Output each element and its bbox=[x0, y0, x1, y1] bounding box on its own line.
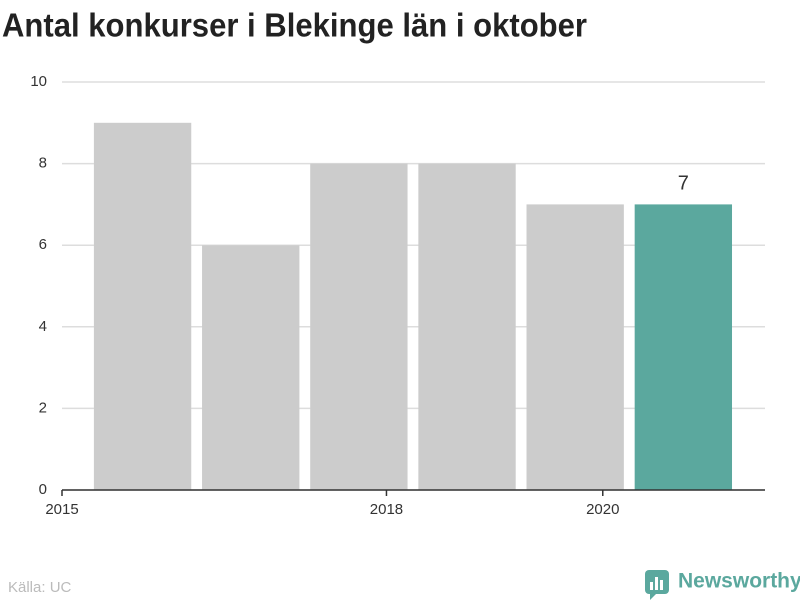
y-tick-label: 2 bbox=[39, 399, 47, 416]
bar bbox=[310, 163, 408, 490]
bar bbox=[634, 204, 733, 490]
source: Källa: UC bbox=[8, 579, 72, 596]
bar bbox=[526, 204, 624, 490]
y-tick-label: 6 bbox=[39, 236, 47, 253]
value-label: 7 bbox=[678, 173, 689, 195]
bar bbox=[93, 122, 192, 491]
chart-title: Antal konkurser i Blekinge län i oktober bbox=[2, 7, 587, 44]
x-tick-label: 2015 bbox=[45, 501, 78, 518]
x-tick-label: 2020 bbox=[586, 501, 619, 518]
brand: Newsworthy bbox=[678, 570, 800, 593]
x-tick-label: 2018 bbox=[370, 501, 403, 518]
bar bbox=[418, 163, 516, 490]
bar bbox=[202, 245, 300, 490]
y-tick-label: 4 bbox=[39, 318, 47, 335]
y-tick-label: 8 bbox=[39, 155, 47, 172]
logo-icon bbox=[645, 570, 669, 600]
y-tick-label: 10 bbox=[30, 73, 47, 90]
y-tick-label: 0 bbox=[39, 481, 47, 498]
